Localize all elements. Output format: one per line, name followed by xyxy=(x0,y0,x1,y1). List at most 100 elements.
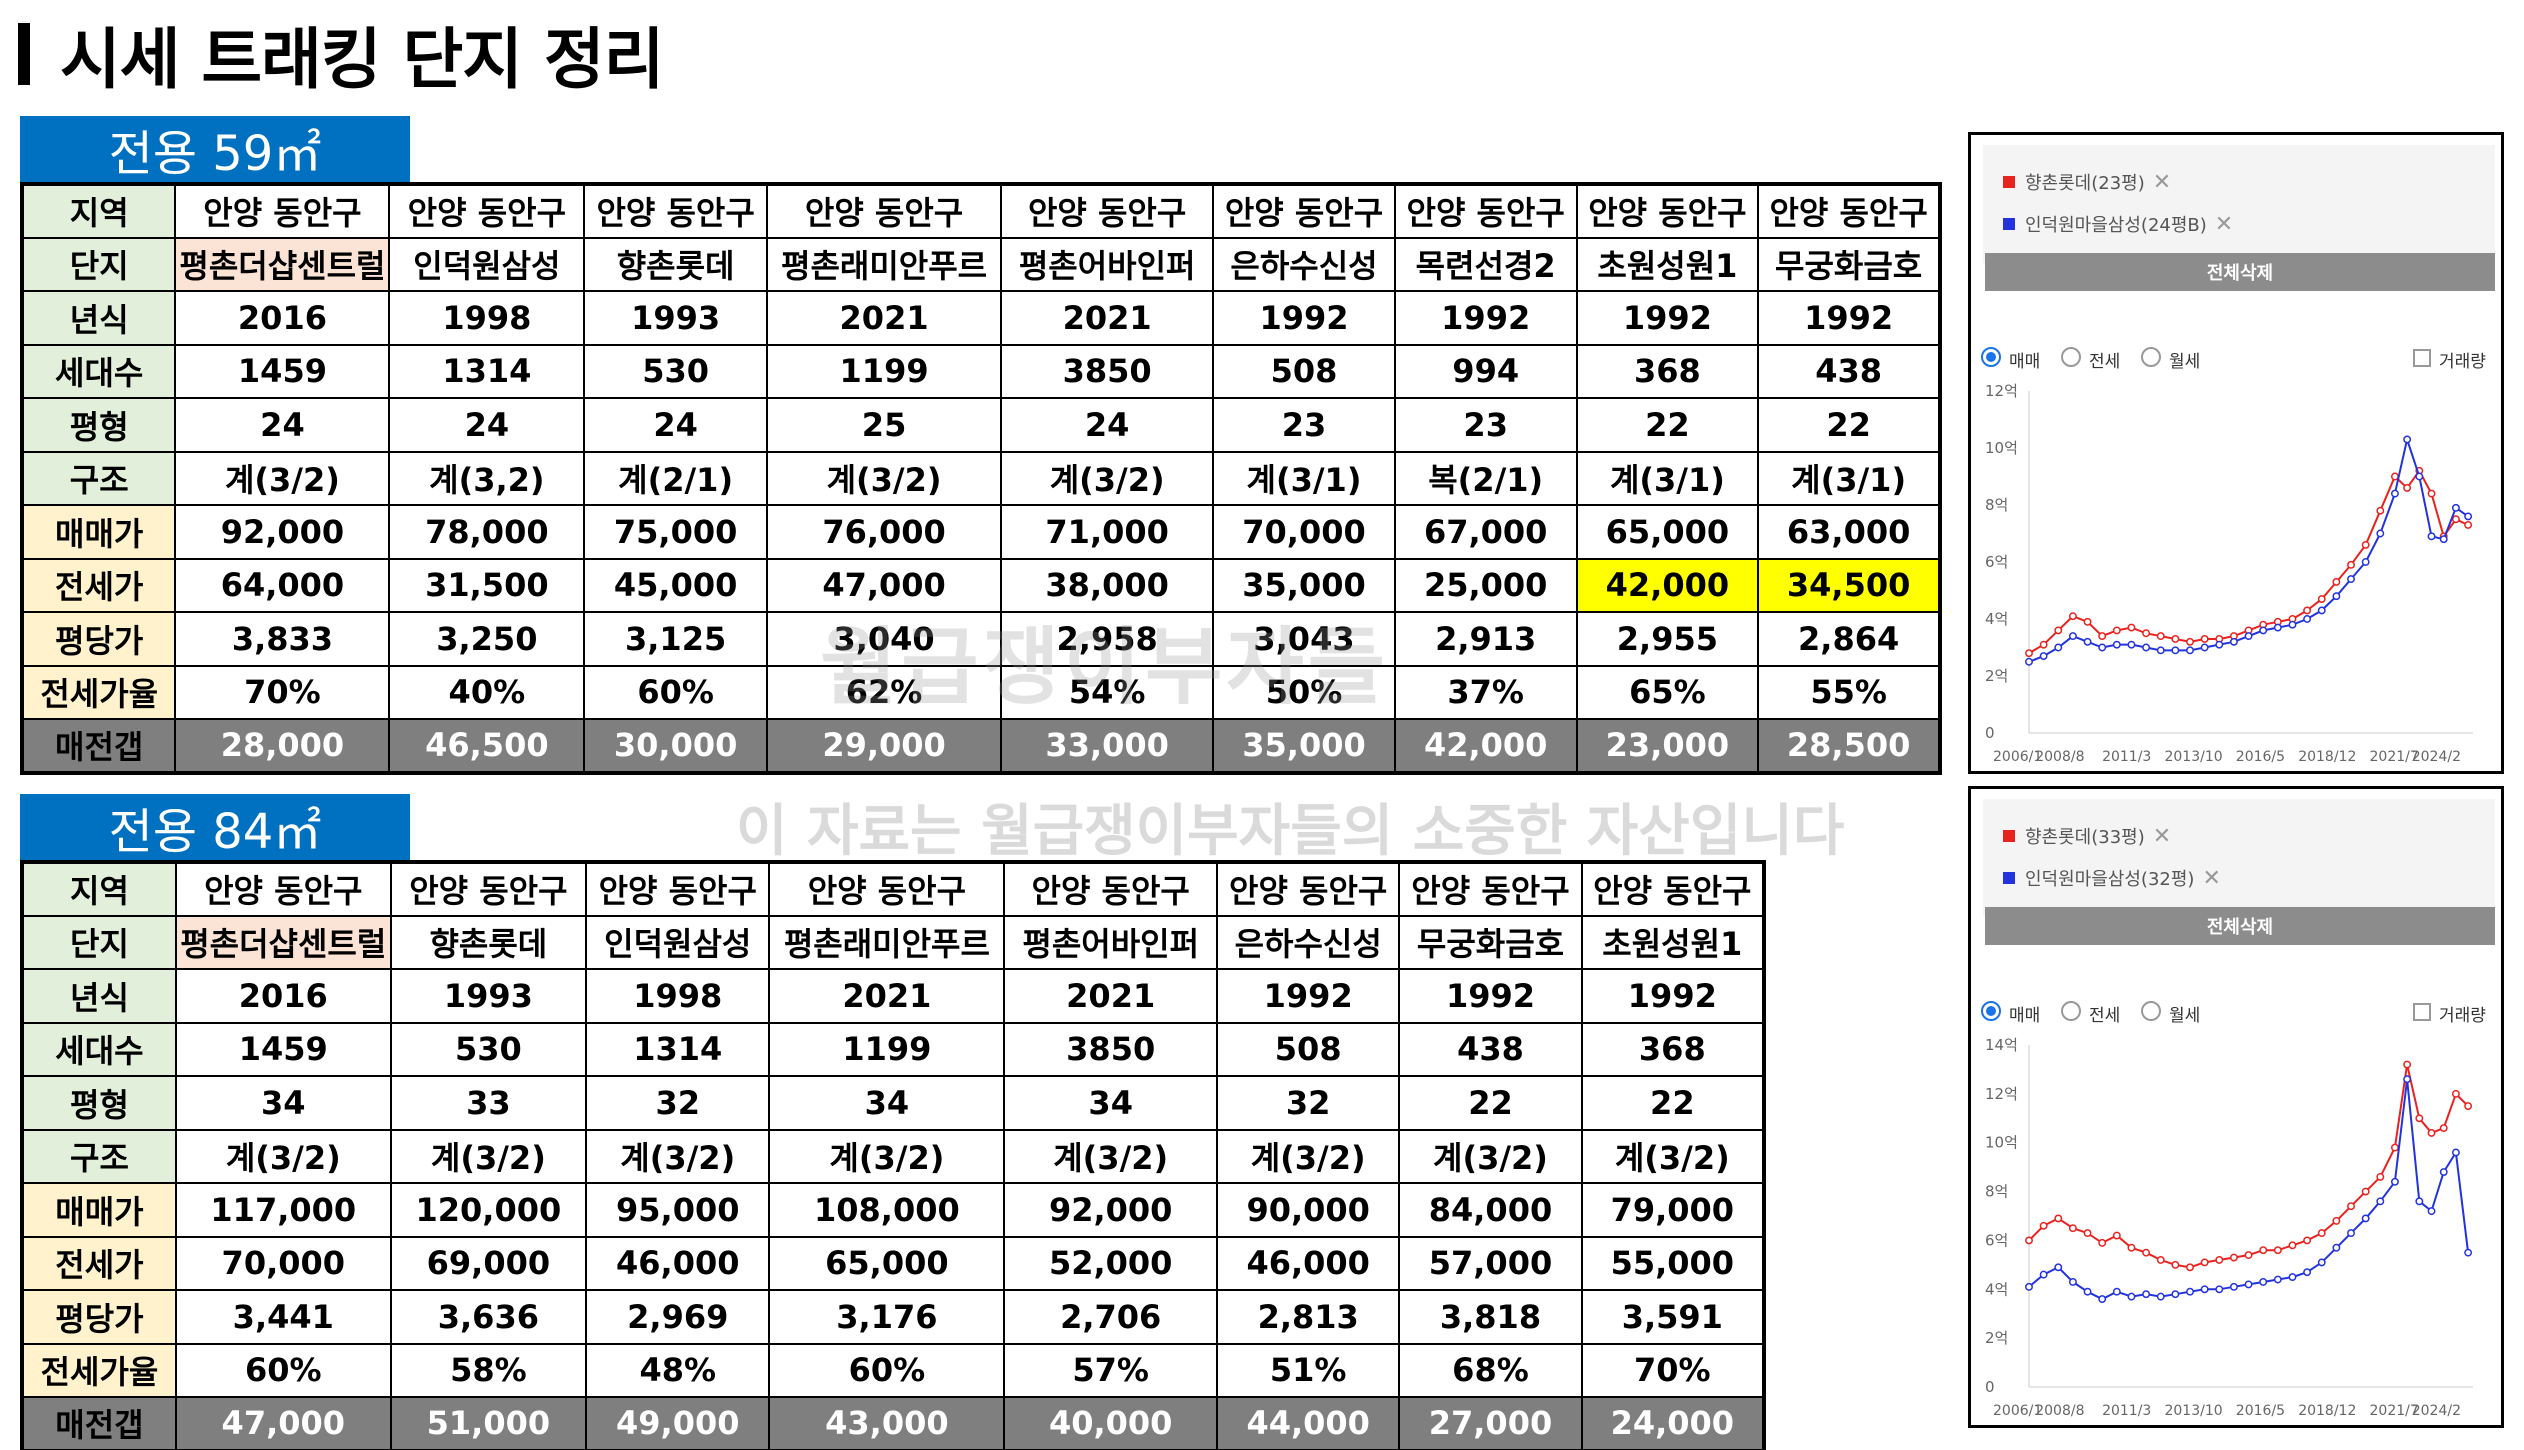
table-cell: 47,000 xyxy=(765,557,1003,613)
table-cell: 30,000 xyxy=(583,718,768,774)
table-cell: 3,250 xyxy=(388,611,586,667)
radio-wolse[interactable] xyxy=(2141,1001,2161,1021)
data-point xyxy=(2390,1177,2399,1186)
data-point xyxy=(2186,646,2194,655)
data-point xyxy=(2332,1243,2341,1252)
volume-checkbox[interactable] xyxy=(2413,349,2431,367)
table-cell: 994 xyxy=(1393,343,1578,399)
legend-item[interactable]: 향촌롯데(23평) ✕ xyxy=(2003,169,2171,195)
remove-icon[interactable]: ✕ xyxy=(2202,865,2221,891)
table-cell: 목련선경2 xyxy=(1393,236,1578,292)
table-cell: 3,636 xyxy=(389,1289,588,1345)
legend-item[interactable]: 인덕원마을삼성(32평) ✕ xyxy=(2003,865,2221,891)
table-cell: 안양 동안구 xyxy=(389,861,588,917)
data-point xyxy=(2054,626,2063,635)
data-point xyxy=(2215,640,2224,649)
table-row: 평당가 3,833 3,250 3,125 3,040 2,958 3,043 2,913 2,… xyxy=(20,611,1941,667)
table-cell: 84,000 xyxy=(1398,1182,1583,1238)
table-cell: 계(3/2) xyxy=(585,1128,771,1184)
x-tick-label: 2024/2 xyxy=(2412,749,2461,765)
table-cell: 37% xyxy=(1393,664,1578,720)
table-cell: 1993 xyxy=(583,290,768,346)
table-cell: 120,000 xyxy=(389,1182,588,1238)
data-point xyxy=(2347,1229,2355,1238)
table-cell: 34 xyxy=(768,1075,1006,1131)
row-header: 전세가율 xyxy=(20,664,177,720)
table-row: 년식 2016 1993 1998 2021 2021 1992 1992 1992 xyxy=(21,968,1766,1024)
table-cell: 2,813 xyxy=(1216,1289,1401,1345)
data-point xyxy=(2171,646,2180,655)
remove-icon[interactable]: ✕ xyxy=(2152,823,2172,849)
chart-options: 매매 전세 월세 거래량 xyxy=(1981,345,2491,372)
legend-swatch xyxy=(2003,176,2015,188)
table-cell: 3,040 xyxy=(765,611,1003,667)
radio-sale[interactable] xyxy=(1981,1001,2001,1021)
data-point xyxy=(2068,632,2077,641)
table-cell: 계(3/2) xyxy=(1003,1128,1219,1184)
row-header: 단지 xyxy=(21,914,177,970)
radio-jeonse[interactable] xyxy=(2061,347,2081,367)
data-point xyxy=(2427,489,2436,498)
remove-icon[interactable]: ✕ xyxy=(2214,211,2234,237)
row-header: 지역 xyxy=(20,183,177,239)
table-cell: 57,000 xyxy=(1398,1235,1583,1291)
table-cell: 계(3/1) xyxy=(1575,450,1760,506)
table-cell: 22 xyxy=(1398,1075,1583,1131)
data-point xyxy=(2171,1290,2180,1299)
legend-item[interactable]: 인덕원마을삼성(24평B) ✕ xyxy=(2003,211,2233,237)
data-point xyxy=(2303,606,2312,615)
data-point xyxy=(2259,1246,2268,1255)
table-cell: 2,955 xyxy=(1575,611,1760,667)
table-cell: 안양 동안구 xyxy=(1212,183,1396,239)
x-tick-label: 2011/3 xyxy=(2102,749,2151,765)
y-tick-label: 6억 xyxy=(1985,553,2008,571)
table-cell: 530 xyxy=(389,1021,588,1077)
data-point xyxy=(2451,1148,2460,1157)
table-cell: 368 xyxy=(1580,1021,1766,1077)
table-cell: 안양 동안구 xyxy=(765,183,1003,239)
data-point xyxy=(2098,632,2107,641)
volume-checkbox[interactable] xyxy=(2413,1003,2431,1021)
x-tick-label: 2008/8 xyxy=(2035,749,2084,765)
data-point xyxy=(2403,1075,2412,1084)
data-point xyxy=(2415,1197,2424,1206)
table-cell: 계(3/2) xyxy=(1000,450,1215,506)
legend-item[interactable]: 향촌롯데(33평) ✕ xyxy=(2003,823,2171,849)
radio-jeonse[interactable] xyxy=(2061,1001,2081,1021)
delete-all-button[interactable]: 전체삭제 xyxy=(1985,907,2495,945)
data-point xyxy=(2361,540,2370,549)
radio-sale[interactable] xyxy=(1981,347,2001,367)
data-point xyxy=(2361,1214,2370,1223)
table-cell: 안양 동안구 xyxy=(1580,861,1766,917)
data-point xyxy=(2039,640,2048,649)
table-cell: 23 xyxy=(1212,397,1396,453)
volume-checkbox-label: 거래량 xyxy=(2439,1006,2486,1026)
remove-icon[interactable]: ✕ xyxy=(2152,169,2172,195)
table-cell: 3,591 xyxy=(1580,1289,1766,1345)
section-label-59: 전용 59㎡ xyxy=(20,116,410,182)
table-cell: 70% xyxy=(1580,1342,1766,1398)
data-point xyxy=(2112,640,2121,649)
delete-all-button[interactable]: 전체삭제 xyxy=(1985,253,2495,291)
table-cell: 92,000 xyxy=(1003,1182,1219,1238)
table-59: 지역 안양 동안구 안양 동안구 안양 동안구 안양 동안구 안양 동안구 안양 동안구 안양… xyxy=(20,182,1942,775)
data-point xyxy=(2083,617,2092,626)
table-cell: 1314 xyxy=(388,343,586,399)
data-point xyxy=(2332,592,2341,601)
table-cell: 46,000 xyxy=(1216,1235,1401,1291)
row-header: 평당가 xyxy=(20,611,177,667)
watermark-sub: 이 자료는 월급쟁이부자들의 소중한 자산입니다 xyxy=(736,799,1845,864)
table-cell: 계(3/2) xyxy=(174,1128,392,1184)
table-row: 지역 안양 동안구 안양 동안구 안양 동안구 안양 동안구 안양 동안구 안양 동안구 안양… xyxy=(20,183,1941,239)
table-cell: 25 xyxy=(765,397,1003,453)
data-point xyxy=(2390,472,2399,481)
radio-sale-label: 매매 xyxy=(2009,352,2041,372)
watermark-main: 월급쟁이부자들 xyxy=(820,618,1389,716)
row-header: 단지 xyxy=(20,236,177,292)
table-row: 단지 평촌더샵센트럴 인덕원삼성 향촌롯데 평촌래미안푸르 평촌어바인퍼 은하수신성 목련선경… xyxy=(20,236,1941,292)
table-cell: 38,000 xyxy=(1000,557,1215,613)
data-point xyxy=(2068,612,2077,621)
table-cell: 22 xyxy=(1580,1075,1766,1131)
radio-wolse[interactable] xyxy=(2141,347,2161,367)
table-cell: 3,818 xyxy=(1398,1289,1583,1345)
